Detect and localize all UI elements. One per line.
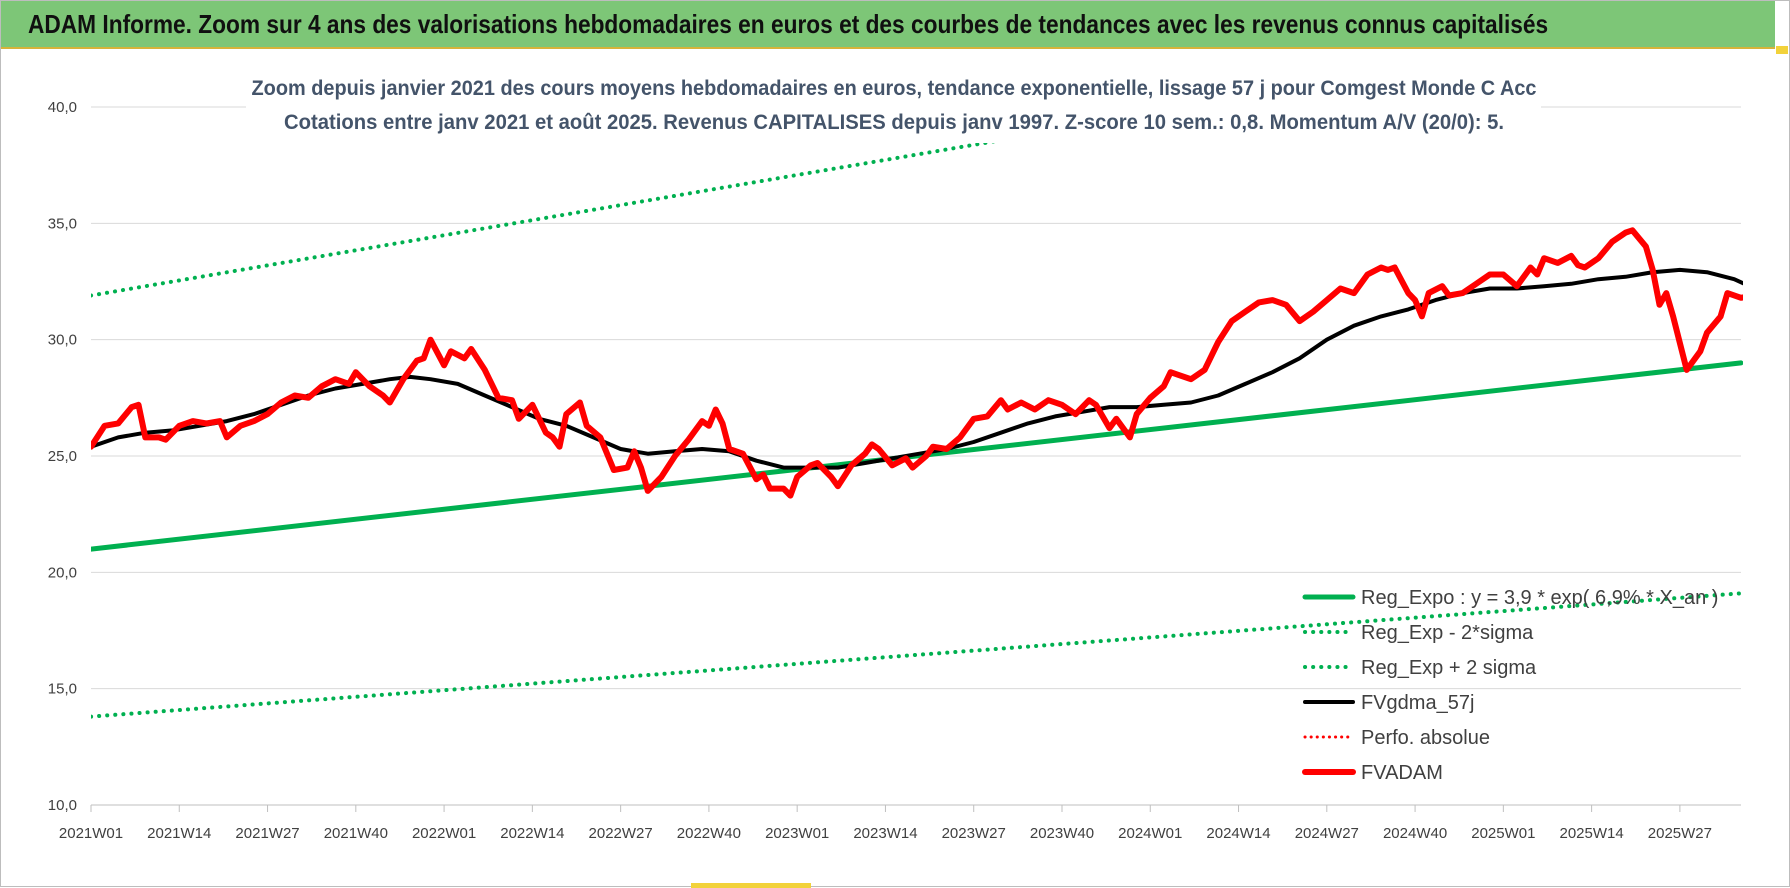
x-tick-label: 2023W40 bbox=[1030, 825, 1094, 842]
chart-title: Zoom depuis janvier 2021 des cours moyen… bbox=[252, 77, 1537, 100]
x-tick-label: 2025W01 bbox=[1471, 825, 1535, 842]
legend-label-fvgdma: FVgdma_57j bbox=[1361, 692, 1474, 714]
legend: Reg_Expo : y = 3,9 * exp( 6,9% * X_an ) R… bbox=[1302, 587, 1718, 784]
x-tick-label: 2021W14 bbox=[147, 825, 211, 842]
series-line-reg_plus bbox=[91, 105, 1220, 298]
x-tick-label: 2022W14 bbox=[500, 825, 564, 842]
x-tick-label: 2024W01 bbox=[1118, 825, 1182, 842]
series-lines bbox=[91, 105, 1743, 719]
bottom-accent bbox=[691, 883, 811, 888]
x-tick-label: 2021W40 bbox=[324, 825, 388, 842]
y-tick-label: 15,0 bbox=[48, 681, 77, 698]
right-accent bbox=[1776, 46, 1788, 54]
y-tick-label: 30,0 bbox=[48, 332, 77, 349]
banner-title: ADAM Informe. Zoom sur 4 ans des valoris… bbox=[28, 9, 1549, 39]
y-tick-label: 40,0 bbox=[48, 99, 77, 116]
legend-label-reg_minus: Reg_Exp - 2*sigma bbox=[1361, 622, 1534, 644]
title-backdrop bbox=[246, 67, 1541, 143]
y-tick-label: 10,0 bbox=[48, 797, 77, 814]
x-tick-label: 2023W27 bbox=[942, 825, 1006, 842]
legend-label-reg_plus: Reg_Exp + 2 sigma bbox=[1361, 657, 1537, 679]
x-tick-label: 2023W14 bbox=[853, 825, 917, 842]
x-tick-label: 2025W27 bbox=[1648, 825, 1712, 842]
series-line-reg_minus bbox=[91, 591, 1743, 719]
x-tick-label: 2023W01 bbox=[765, 825, 829, 842]
legend-label-reg_expo: Reg_Expo : y = 3,9 * exp( 6,9% * X_an ) bbox=[1361, 587, 1718, 609]
series-line-fvadam bbox=[91, 227, 1743, 499]
y-tick-label: 35,0 bbox=[48, 215, 77, 232]
x-tick-label: 2022W40 bbox=[677, 825, 741, 842]
x-tick-label: 2025W14 bbox=[1560, 825, 1624, 842]
x-tick-label: 2024W27 bbox=[1295, 825, 1359, 842]
legend-label-perfo: Perfo. absolue bbox=[1361, 727, 1490, 749]
legend-label-fvadam: FVADAM bbox=[1361, 762, 1443, 784]
x-tick-label: 2024W14 bbox=[1206, 825, 1270, 842]
y-axis-ticks: 10,0 15,0 20,0 25,0 30,0 35,0 40,0 bbox=[48, 99, 77, 814]
x-tick-label: 2024W40 bbox=[1383, 825, 1447, 842]
chart-subtitle: Cotations entre janv 2021 et août 2025. … bbox=[284, 111, 1504, 134]
y-tick-label: 25,0 bbox=[48, 448, 77, 465]
x-axis-ticks: 2021W01 2021W14 2021W27 2021W40 2022W01 2022W… bbox=[59, 805, 1712, 842]
y-tick-label: 20,0 bbox=[48, 564, 77, 581]
x-tick-label: 2022W01 bbox=[412, 825, 476, 842]
title-banner: ADAM Informe. Zoom sur 4 ans des valoris… bbox=[1, 1, 1775, 49]
x-tick-label: 2021W27 bbox=[235, 825, 299, 842]
x-tick-label: 2021W01 bbox=[59, 825, 123, 842]
x-tick-label: 2022W27 bbox=[589, 825, 653, 842]
series-line-fvgdma bbox=[91, 267, 1743, 470]
